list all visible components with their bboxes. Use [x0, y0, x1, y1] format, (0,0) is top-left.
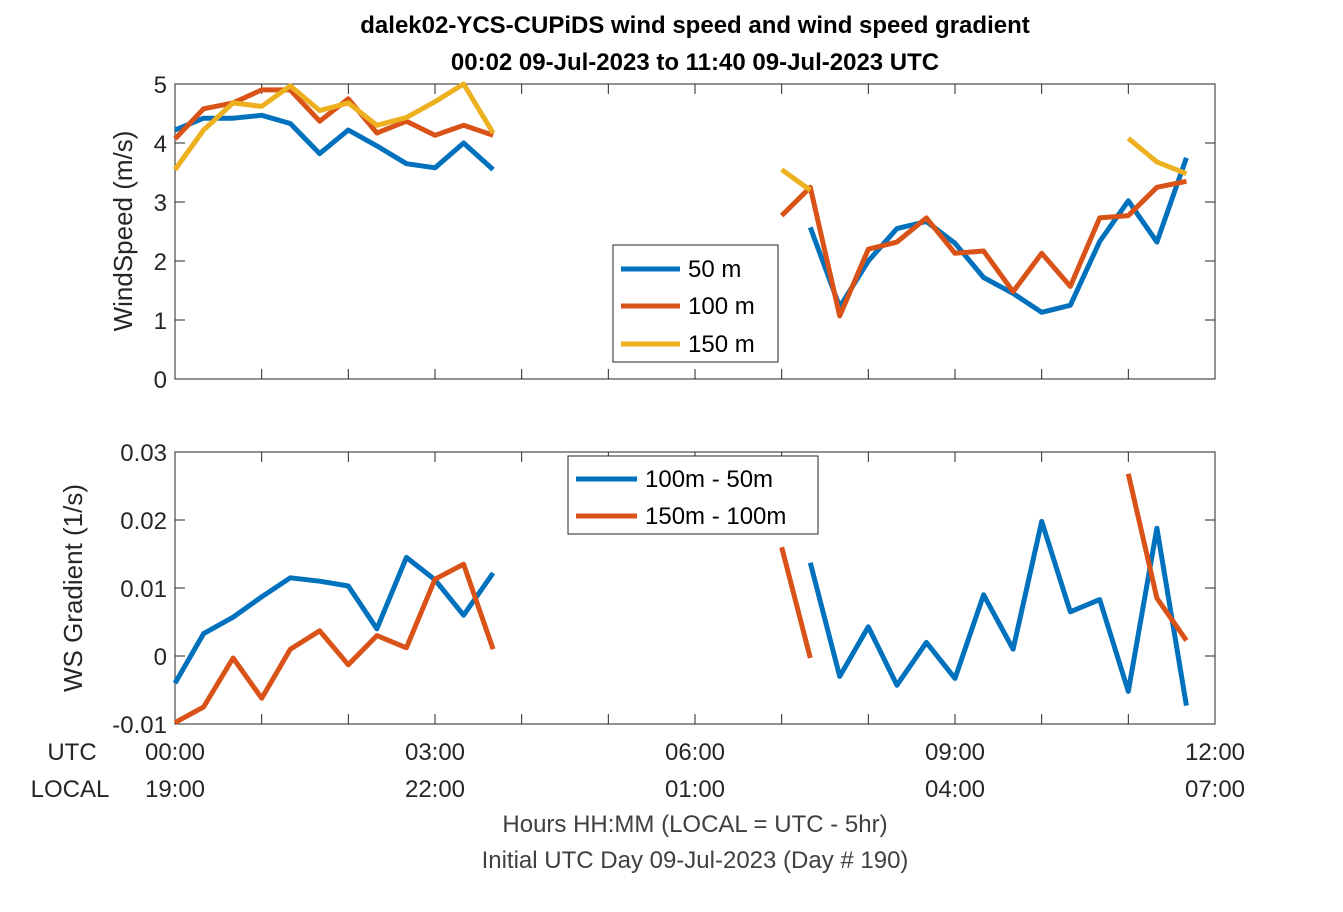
- windspeed-series-2-segment-2: [779, 178, 1187, 319]
- gradient-legend-box: [567, 455, 819, 535]
- utc-tick-label: 12:00: [1185, 739, 1245, 766]
- gradient-ytick-label: 0.02: [120, 508, 167, 535]
- windspeed-panel: 0 1 2 3 4 5 WindSpeed (m/s) 50 m 100 m 150 m: [108, 72, 1216, 394]
- windspeed-ylabel: WindSpeed (m/s): [108, 131, 138, 332]
- local-tick-label: 04:00: [925, 776, 985, 803]
- gradient-ytick-label: 0.03: [120, 440, 167, 467]
- legend-label-150m-100m: 150m - 100m: [645, 503, 786, 530]
- local-tick-label: 19:00: [145, 776, 205, 803]
- local-tick-labels: 19:00 22:00 01:00 04:00 07:00: [145, 776, 1245, 803]
- windspeed-series-1-segment-1: [174, 112, 495, 172]
- local-tick-label: 22:00: [405, 776, 465, 803]
- windspeed-ytick-label: 5: [154, 72, 167, 99]
- windspeed-lines: [172, 81, 1189, 319]
- windspeed-ytick-label: 0: [154, 367, 167, 394]
- utc-tick-label: 03:00: [405, 739, 465, 766]
- windspeed-series-3-segment-3: [1126, 136, 1188, 177]
- windspeed-xticks: [261, 84, 1129, 379]
- windspeed-ytick-label: 3: [154, 190, 167, 217]
- chart-title-line2: 00:02 09-Jul-2023 to 11:40 09-Jul-2023 U…: [451, 49, 939, 76]
- gradient-ytick-label: 0.01: [120, 576, 167, 603]
- gradient-series-2-segment-2: [779, 546, 813, 659]
- utc-row-label: UTC: [47, 739, 96, 766]
- gradient-ylabel: WS Gradient (1/s): [58, 484, 88, 692]
- xlabel-line2: Initial UTC Day 09-Jul-2023 (Day # 190): [482, 847, 909, 874]
- utc-tick-label: 06:00: [665, 739, 725, 766]
- gradient-series-1-segment-2: [807, 518, 1189, 707]
- windspeed-series-1-segment-2: [807, 156, 1189, 315]
- windspeed-legend: 50 m 100 m 150 m: [612, 244, 779, 363]
- windspeed-series-2-segment-1: [173, 87, 494, 141]
- gradient-ytick-label: -0.01: [112, 712, 167, 739]
- gradient-legend: 100m - 50m 150m - 100m: [567, 455, 819, 535]
- gradient-yticks: -0.01 0 0.01 0.02 0.03: [112, 440, 1215, 739]
- gradient-series-2-segment-3: [1125, 473, 1189, 642]
- windspeed-yticks: 0 1 2 3 4 5: [154, 72, 1215, 394]
- gradient-series-1-segment-1: [172, 554, 496, 685]
- xlabel-line1: Hours HH:MM (LOCAL = UTC - 5hr): [502, 811, 887, 838]
- gradient-lines: [172, 473, 1189, 725]
- gradient-ytick-label: 0: [154, 644, 167, 671]
- legend-label-150m: 150 m: [688, 331, 755, 358]
- chart-title-line1: dalek02-YCS-CUPiDS wind speed and wind s…: [360, 12, 1029, 39]
- utc-tick-labels: 00:00 03:00 06:00 09:00 12:00: [145, 739, 1245, 766]
- gradient-panel: -0.01 0 0.01 0.02 0.03 WS Gradient (1/s) 100…: [58, 440, 1216, 739]
- legend-label-100m: 100 m: [688, 293, 755, 320]
- legend-label-100m-50m: 100m - 50m: [645, 466, 773, 493]
- gradient-series-2-segment-1: [173, 561, 496, 725]
- windspeed-series-3-segment-2: [780, 167, 812, 193]
- windspeed-ytick-label: 1: [154, 308, 167, 335]
- windspeed-ytick-label: 4: [154, 131, 167, 158]
- legend-label-50m: 50 m: [688, 256, 741, 283]
- utc-tick-label: 00:00: [145, 739, 205, 766]
- windspeed-ytick-label: 2: [154, 249, 167, 276]
- local-tick-label: 07:00: [1185, 776, 1245, 803]
- windspeed-series-3-segment-1: [172, 81, 496, 172]
- utc-tick-label: 09:00: [925, 739, 985, 766]
- local-tick-label: 01:00: [665, 776, 725, 803]
- local-row-label: LOCAL: [31, 776, 110, 803]
